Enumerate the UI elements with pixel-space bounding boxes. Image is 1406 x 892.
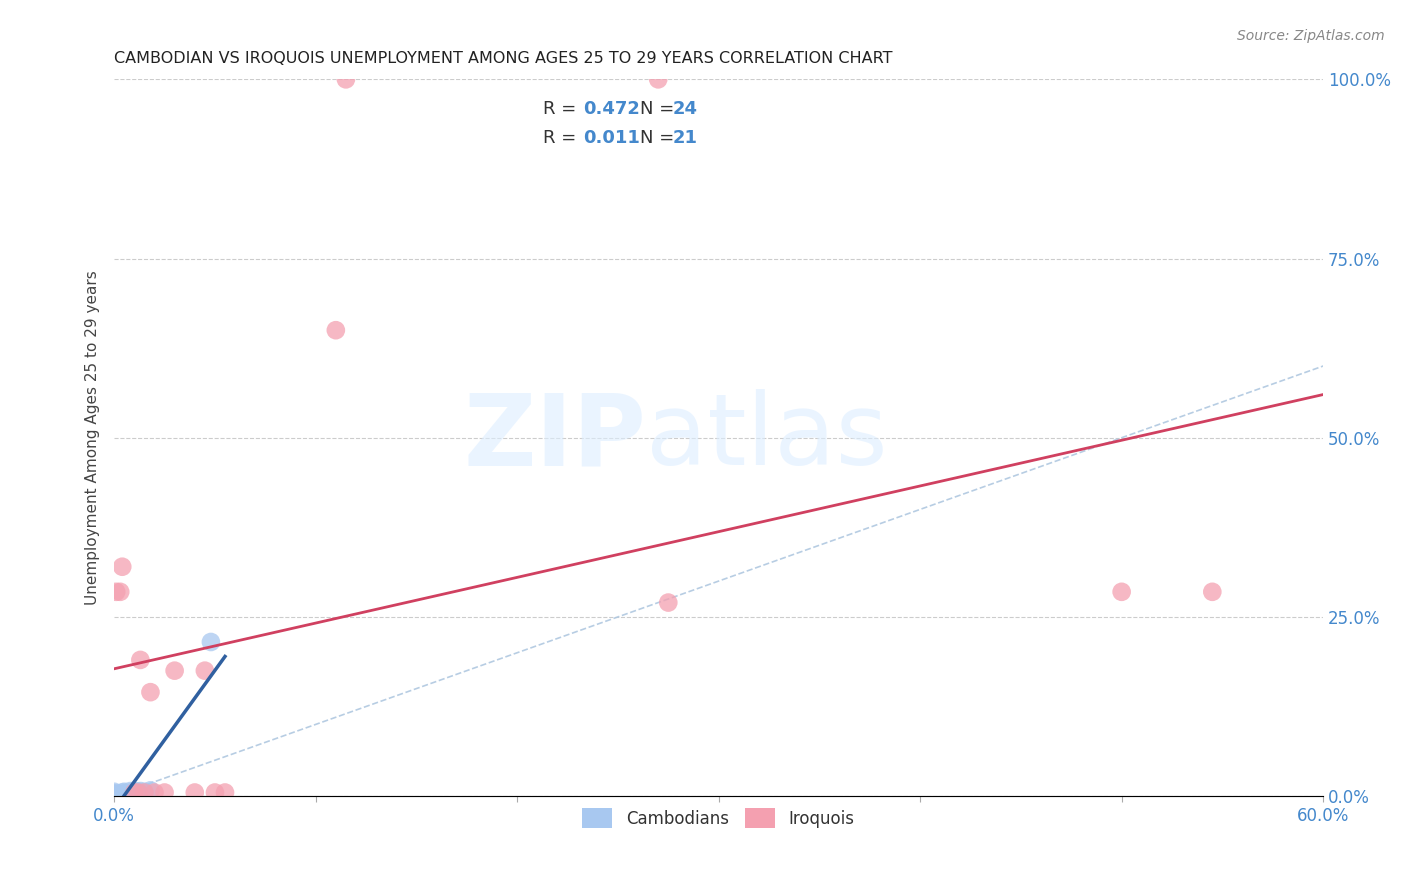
Point (107, 789, 129, 803)
Point (117, 787, 139, 801)
Point (163, 664, 186, 678)
Point (124, 785, 146, 799)
Point (115, 788, 138, 802)
Point (214, 785, 236, 799)
Point (200, 635, 222, 649)
Point (647, 72, 669, 87)
Legend: Cambodians, Iroquois: Cambodians, Iroquois (576, 802, 862, 834)
Point (1111, 584, 1133, 599)
Point (127, 785, 149, 799)
Point (139, 685, 162, 699)
Text: N =: N = (640, 101, 681, 119)
Point (153, 785, 176, 799)
Point (112, 787, 135, 801)
Point (139, 783, 162, 797)
Point (111, 785, 134, 799)
Text: N =: N = (640, 129, 681, 147)
Text: Source: ZipAtlas.com: Source: ZipAtlas.com (1237, 29, 1385, 43)
Text: 21: 21 (672, 129, 697, 147)
Point (107, 787, 129, 801)
Text: R =: R = (543, 129, 582, 147)
Point (110, 584, 132, 599)
Point (105, 584, 128, 599)
Text: 24: 24 (672, 101, 697, 119)
Point (134, 785, 156, 799)
Text: 0.472: 0.472 (583, 101, 640, 119)
Point (112, 785, 135, 799)
Text: ZIP: ZIP (463, 389, 647, 486)
Point (1201, 584, 1223, 599)
Point (120, 786, 142, 800)
Text: CAMBODIAN VS IROQUOIS UNEMPLOYMENT AMONG AGES 25 TO 29 YEARS CORRELATION CHART: CAMBODIAN VS IROQUOIS UNEMPLOYMENT AMONG… (114, 51, 893, 66)
Point (657, 596, 679, 610)
Point (335, 72, 357, 87)
Point (134, 785, 156, 799)
Point (129, 784, 152, 798)
Point (111, 788, 134, 802)
Point (204, 785, 226, 799)
Point (325, 323, 347, 337)
Point (103, 788, 125, 802)
Y-axis label: Unemployment Among Ages 25 to 29 years: Unemployment Among Ages 25 to 29 years (86, 270, 100, 605)
Point (194, 664, 217, 678)
Point (129, 653, 152, 667)
Point (127, 785, 149, 799)
Point (143, 785, 166, 799)
Point (103, 789, 125, 803)
Point (103, 785, 125, 799)
Text: atlas: atlas (647, 389, 887, 486)
Point (184, 785, 207, 799)
Text: 0.011: 0.011 (583, 129, 640, 147)
Point (124, 784, 146, 798)
Point (115, 786, 138, 800)
Point (124, 786, 146, 800)
Point (111, 559, 134, 574)
Point (103, 786, 125, 800)
Point (120, 784, 142, 798)
Point (110, 788, 132, 802)
Text: R =: R = (543, 101, 582, 119)
Point (121, 785, 143, 799)
